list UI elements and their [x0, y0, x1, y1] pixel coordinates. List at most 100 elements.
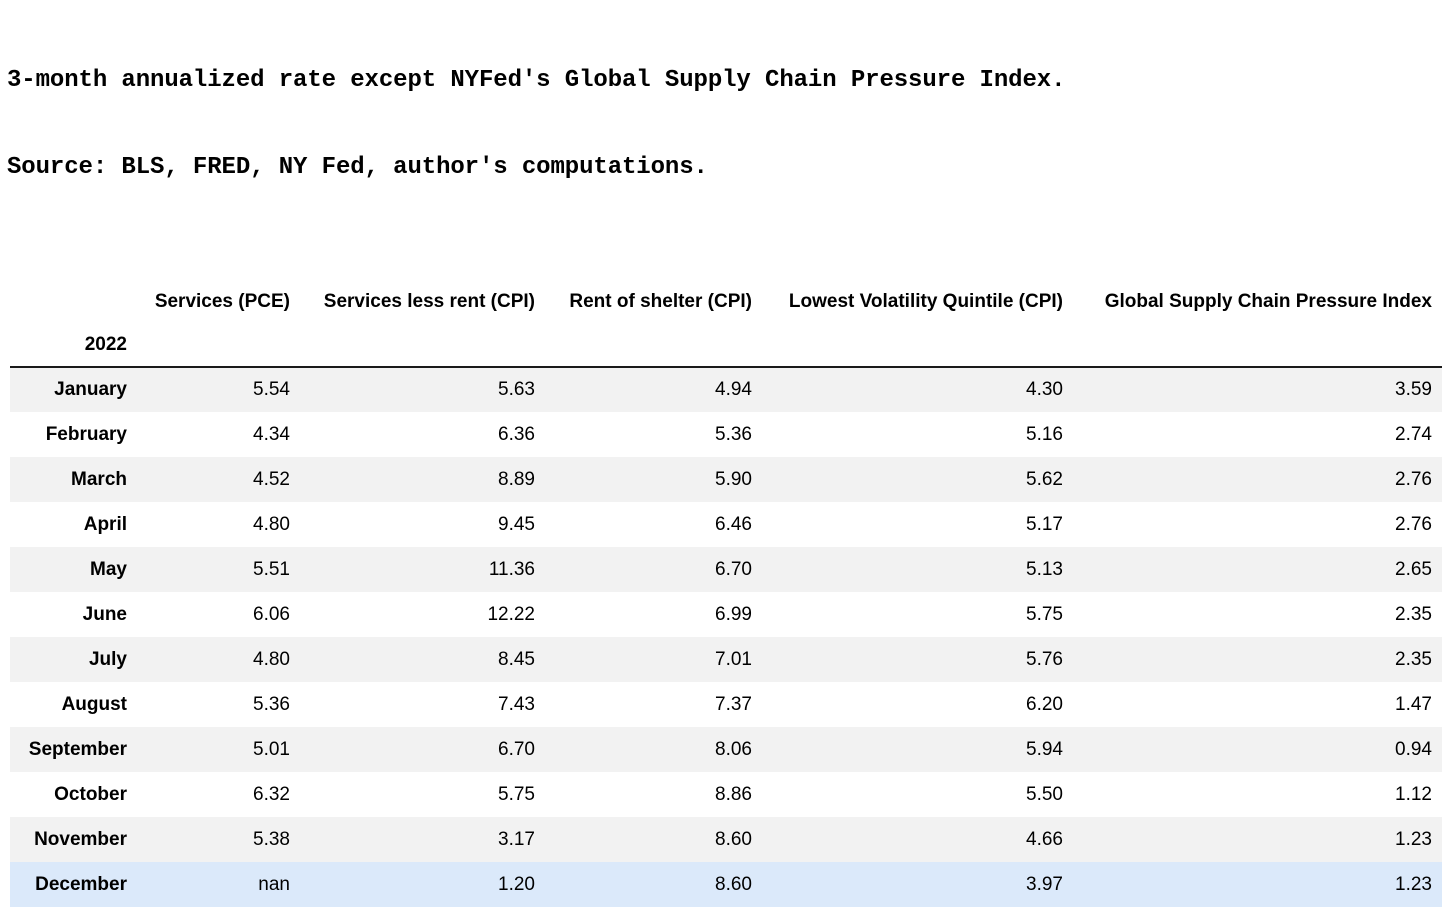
year-row: 2022 — [10, 324, 1442, 368]
column-header-row: Services (PCE) Services less rent (CPI) … — [10, 279, 1442, 324]
table-cell: 5.13 — [1026, 558, 1063, 580]
table-cell: 3.97 — [1026, 873, 1063, 895]
table-cell: 5.51 — [253, 558, 290, 580]
col-header-services-less-rent-cpi: Services less rent (CPI) — [323, 290, 535, 312]
table-cell: 5.36 — [715, 423, 752, 445]
table-cell: 2.76 — [1395, 513, 1432, 535]
row-month-label: May — [90, 558, 127, 580]
table-cell: 2.65 — [1395, 558, 1432, 580]
table-cell: 1.20 — [498, 873, 535, 895]
table-row-february: February 4.34 6.36 5.36 5.16 2.74 — [10, 412, 1442, 457]
table-cell: 4.34 — [253, 423, 290, 445]
col-header-lowest-volatility-quintile-cpi: Lowest Volatility Quintile (CPI) — [788, 290, 1063, 312]
table-cell: 4.30 — [1026, 379, 1063, 400]
table-cell: 5.75 — [498, 783, 535, 805]
table-cell: 2.74 — [1395, 423, 1432, 445]
table-cell: 5.76 — [1026, 648, 1063, 670]
table-cell: 9.45 — [498, 513, 535, 535]
table-cell: 5.36 — [253, 693, 290, 715]
table-cell: 8.89 — [498, 468, 535, 490]
note-line-2: Source: BLS, FRED, NY Fed, author's comp… — [7, 154, 708, 181]
table-cell: 4.80 — [253, 648, 290, 670]
table-cell: 5.16 — [1026, 423, 1063, 445]
row-month-label: November — [34, 828, 127, 850]
table-cell: 8.60 — [715, 828, 752, 850]
table-cell: 5.50 — [1026, 783, 1063, 805]
table-cell: 5.54 — [253, 379, 290, 400]
table-cell: 3.17 — [498, 828, 535, 850]
table-row-november: November 5.38 3.17 8.60 4.66 1.23 — [10, 817, 1442, 862]
col-header-global-supply-chain-pressure-index: Global Supply Chain Pressure Index — [1104, 290, 1432, 312]
table-cell: 5.75 — [1026, 603, 1063, 625]
index-header-empty — [10, 279, 137, 324]
table-row-january: January 5.54 5.63 4.94 4.30 3.59 — [10, 367, 1442, 412]
row-month-label: April — [83, 513, 127, 535]
row-month-label: October — [54, 783, 127, 805]
note-line-1: 3-month annualized rate except NYFed's G… — [7, 67, 1066, 94]
inflation-table: Services (PCE) Services less rent (CPI) … — [10, 279, 1442, 907]
table-row-july: July 4.80 8.45 7.01 5.76 2.35 — [10, 637, 1442, 682]
table-cell: 8.86 — [715, 783, 752, 805]
table-cell: 3.59 — [1395, 379, 1432, 400]
table-cell: 6.46 — [715, 513, 752, 535]
table-cell: 5.63 — [498, 379, 535, 400]
table-row-march: March 4.52 8.89 5.90 5.62 2.76 — [10, 457, 1442, 502]
table-row-may: May 5.51 11.36 6.70 5.13 2.65 — [10, 547, 1442, 592]
table-cell: 5.38 — [253, 828, 290, 850]
table-cell: 1.23 — [1395, 828, 1432, 850]
row-month-label: June — [82, 603, 127, 625]
table-cell: 7.37 — [715, 693, 752, 715]
table-cell: 1.47 — [1395, 693, 1432, 715]
table-cell: 6.70 — [498, 738, 535, 760]
table-cell: 6.36 — [498, 423, 535, 445]
table-cell: 6.99 — [715, 603, 752, 625]
table-cell: nan — [258, 873, 290, 895]
table-cell: 4.66 — [1026, 828, 1063, 850]
col-header-services-pce: Services (PCE) — [154, 290, 290, 312]
table-cell: 1.12 — [1395, 783, 1432, 805]
table-cell: 8.45 — [498, 648, 535, 670]
table-cell: 1.23 — [1395, 873, 1432, 895]
table-row-october: October 6.32 5.75 8.86 5.50 1.12 — [10, 772, 1442, 817]
table-cell: 6.32 — [253, 783, 290, 805]
table-cell: 12.22 — [487, 603, 535, 625]
table-cell: 2.76 — [1395, 468, 1432, 490]
row-month-label: February — [45, 423, 127, 445]
table-cell: 7.01 — [715, 648, 752, 670]
table-cell: 5.62 — [1026, 468, 1063, 490]
table-cell: 4.80 — [253, 513, 290, 535]
row-month-label: August — [61, 693, 127, 715]
table-cell: 8.60 — [715, 873, 752, 895]
table-cell: 0.94 — [1395, 738, 1432, 760]
row-month-label: September — [28, 738, 127, 760]
table-row-august: August 5.36 7.43 7.37 6.20 1.47 — [10, 682, 1442, 727]
table-header: Services (PCE) Services less rent (CPI) … — [10, 279, 1442, 368]
table-cell: 6.70 — [715, 558, 752, 580]
table-cell: 7.43 — [498, 693, 535, 715]
row-month-label: July — [88, 648, 127, 670]
table-cell: 4.94 — [715, 379, 752, 400]
row-month-label: January — [54, 379, 127, 400]
table-cell: 2.35 — [1395, 648, 1432, 670]
col-header-rent-of-shelter-cpi: Rent of shelter (CPI) — [569, 290, 752, 312]
table-cell: 2.35 — [1395, 603, 1432, 625]
row-month-label: December — [35, 873, 127, 895]
table-body: January 5.54 5.63 4.94 4.30 3.59 February 4.34 6… — [10, 367, 1442, 907]
table-cell: 8.06 — [715, 738, 752, 760]
table-row-june: June 6.06 12.22 6.99 5.75 2.35 — [10, 592, 1442, 637]
row-month-label: March — [71, 468, 127, 490]
table-caption-note: 3-month annualized rate except NYFed's G… — [0, 0, 1456, 240]
table-cell: 5.94 — [1026, 738, 1063, 760]
table-cell: 5.17 — [1026, 513, 1063, 535]
table-cell: 4.52 — [253, 468, 290, 490]
table-row-september: September 5.01 6.70 8.06 5.94 0.94 — [10, 727, 1442, 772]
table-cell: 5.90 — [715, 468, 752, 490]
year-label: 2022 — [10, 324, 137, 368]
table-row-april: April 4.80 9.45 6.46 5.17 2.76 — [10, 502, 1442, 547]
year-row-spacer — [137, 324, 1442, 368]
table-cell: 6.20 — [1026, 693, 1063, 715]
table-cell: 11.36 — [488, 558, 535, 580]
table-cell: 6.06 — [253, 603, 290, 625]
table-cell: 5.01 — [253, 738, 290, 760]
